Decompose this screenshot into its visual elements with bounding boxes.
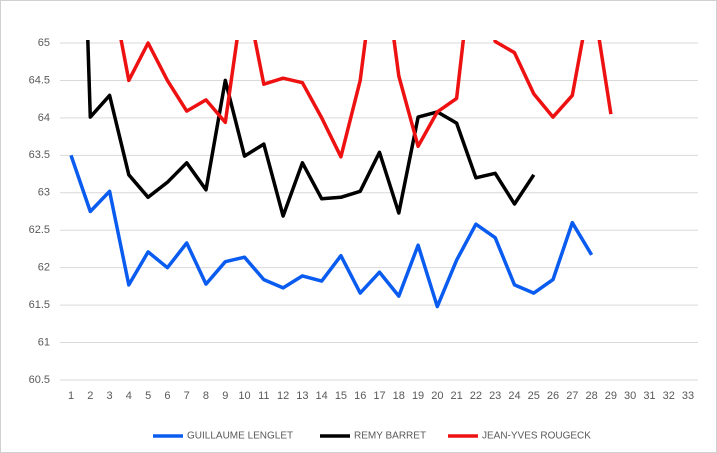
y-tick-label: 60.5 (29, 374, 50, 386)
legend-label: JEAN-YVES ROUGECK (482, 431, 591, 442)
x-tick-label: 31 (643, 390, 655, 402)
x-tick-label: 27 (566, 390, 578, 402)
x-tick-label: 33 (682, 390, 694, 402)
plot-area (69, 40, 613, 309)
y-tick-label: 64.5 (29, 74, 50, 86)
x-tick-label: 15 (335, 390, 347, 402)
x-tick-label: 21 (451, 390, 463, 402)
x-tick-label: 24 (508, 390, 520, 402)
y-tick-label: 61 (38, 336, 50, 348)
x-tick-label: 26 (547, 390, 559, 402)
x-tick-label: 3 (107, 390, 113, 402)
x-tick-label: 12 (277, 390, 289, 402)
x-tick-label: 2 (87, 390, 93, 402)
y-tick-label: 65 (38, 37, 50, 49)
x-tick-label: 17 (373, 390, 385, 402)
x-tick-label: 7 (184, 390, 190, 402)
x-tick-label: 6 (164, 390, 170, 402)
x-tick-label: 18 (393, 390, 405, 402)
y-tick-label: 63 (38, 187, 50, 199)
x-tick-label: 5 (145, 390, 151, 402)
x-tick-label: 1 (68, 390, 74, 402)
y-tick-label: 62.5 (29, 224, 50, 236)
x-tick-label: 11 (258, 390, 269, 402)
y-tick-label: 64 (38, 112, 50, 124)
x-tick-label: 28 (585, 390, 597, 402)
x-tick-label: 10 (238, 390, 250, 402)
series-line (119, 40, 613, 159)
x-tick-label: 29 (605, 390, 617, 402)
x-tick-label: 13 (296, 390, 308, 402)
x-tick-label: 9 (222, 390, 228, 402)
x-tick-label: 16 (354, 390, 366, 402)
x-tick-label: 4 (126, 390, 132, 402)
x-tick-label: 32 (663, 390, 675, 402)
y-tick-label: 63.5 (29, 149, 50, 161)
legend-label: REMY BARRET (354, 431, 426, 442)
x-tick-label: 8 (203, 390, 209, 402)
y-tick-label: 62 (38, 262, 50, 274)
x-tick-label: 19 (412, 390, 424, 402)
series-line (86, 40, 536, 218)
x-tick-label: 25 (528, 390, 540, 402)
x-tick-label: 30 (624, 390, 636, 402)
x-tick-label: 20 (431, 390, 443, 402)
x-tick-label: 14 (316, 390, 328, 402)
x-tick-label: 22 (470, 390, 482, 402)
x-tick-label: 23 (489, 390, 501, 402)
legend-label: GUILLAUME LENGLET (187, 431, 293, 442)
series-line (69, 154, 594, 309)
y-tick-label: 61.5 (29, 299, 50, 311)
